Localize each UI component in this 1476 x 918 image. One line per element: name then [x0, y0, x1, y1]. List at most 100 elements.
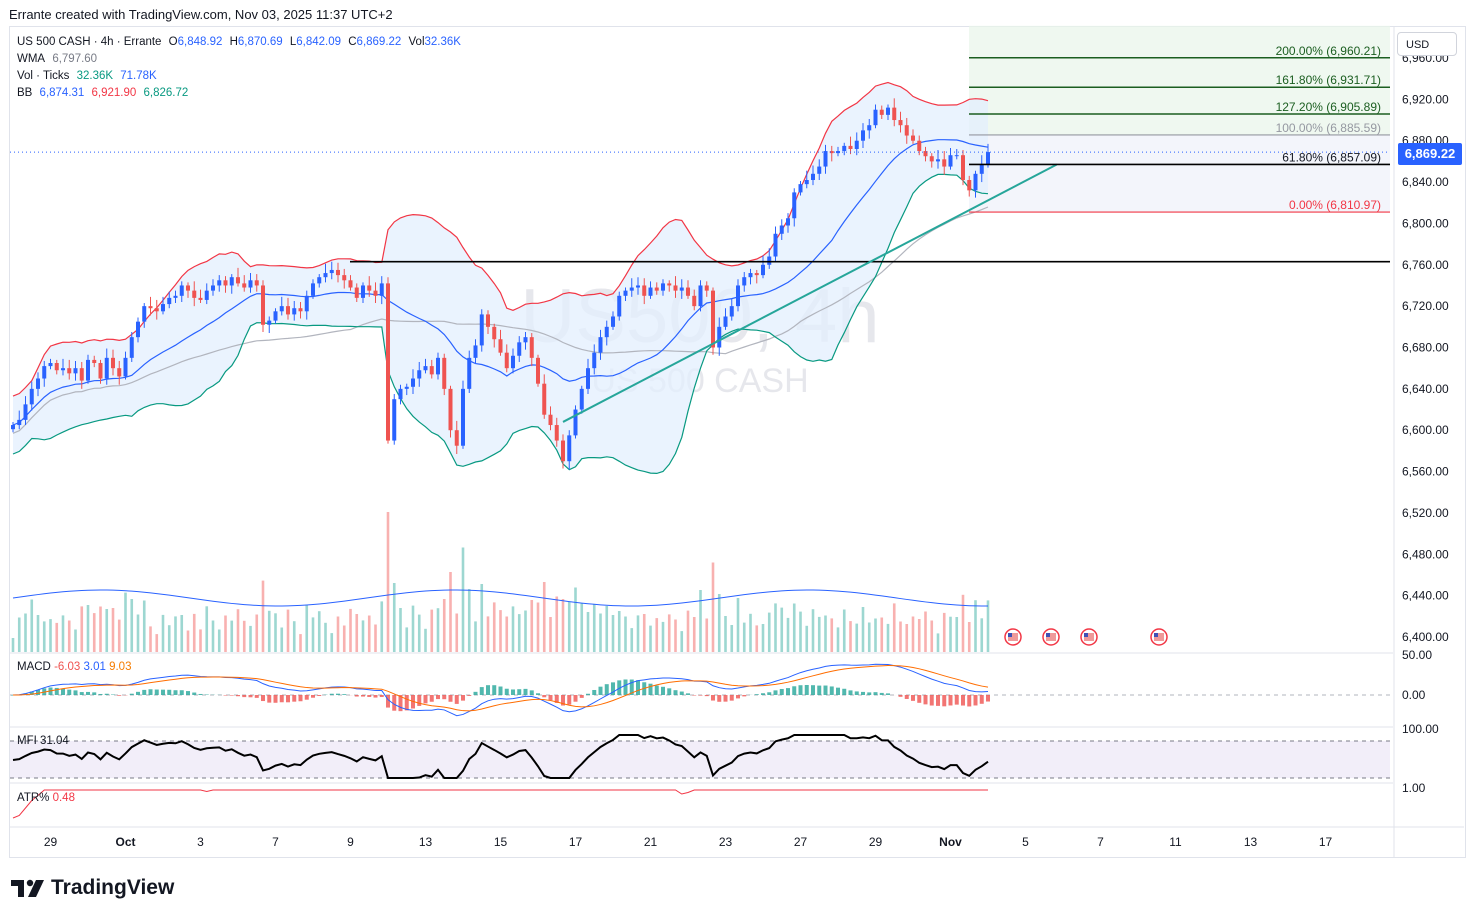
- volume-bar: [580, 603, 584, 652]
- tradingview-logo[interactable]: TradingView: [11, 876, 174, 900]
- legend-symbol[interactable]: US 500 CASH · 4h · Errante: [17, 36, 162, 48]
- volume-bar: [649, 625, 652, 652]
- macd-histogram-bar: [479, 687, 484, 695]
- candle: [761, 255, 765, 279]
- legend-row-wma: WMA 6,797.60: [17, 51, 465, 68]
- legend-bb-label[interactable]: BB: [17, 87, 33, 99]
- macd-histogram-bar: [98, 693, 103, 695]
- chart-frame[interactable]: [9, 26, 1466, 858]
- candle-body: [192, 290, 197, 298]
- macd-histogram-bar: [486, 685, 490, 695]
- volume-bar: [449, 572, 452, 652]
- macd-histogram-bar: [517, 689, 522, 695]
- legend-vol-label: Vol: [408, 36, 425, 48]
- macd-histogram-bar: [623, 679, 628, 695]
- candle-body: [211, 285, 215, 291]
- volume-bar: [217, 629, 221, 652]
- candle-body: [417, 370, 422, 379]
- macd-histogram-bar: [867, 692, 872, 695]
- candle: [861, 123, 865, 148]
- volume-bar: [917, 619, 921, 652]
- volume-bar: [655, 618, 659, 652]
- candle: [42, 360, 47, 387]
- candle-body: [811, 173, 815, 181]
- candle: [148, 296, 153, 316]
- volume-bar: [955, 617, 959, 652]
- candle-body: [767, 256, 772, 265]
- volume-bar: [892, 603, 896, 652]
- legend-low: 6,842.09: [296, 36, 342, 48]
- atr-line: [12, 789, 988, 819]
- candle-body: [492, 326, 497, 340]
- volume-bar: [17, 617, 21, 652]
- legend-ticks-label[interactable]: Vol · Ticks: [17, 70, 70, 82]
- volume-bar: [517, 614, 521, 652]
- volume-bar: [786, 617, 790, 652]
- candle: [617, 291, 622, 321]
- candle: [829, 145, 834, 162]
- legend-wma-label[interactable]: WMA: [17, 53, 46, 65]
- macd-histogram-bar: [954, 695, 959, 705]
- flag-canton: [1046, 633, 1050, 637]
- macd-histogram-bar: [861, 691, 865, 695]
- candle-body: [36, 378, 40, 389]
- candle-body: [261, 285, 265, 325]
- legend-bb-basis: 6,874.31: [39, 87, 85, 99]
- volume-bar: [436, 608, 440, 652]
- atr-label[interactable]: ATR%: [17, 792, 50, 804]
- candle: [204, 283, 209, 305]
- volume-bar: [586, 612, 590, 652]
- candle-body: [423, 366, 428, 371]
- candle-body: [486, 314, 490, 327]
- candle: [429, 359, 434, 379]
- macd-histogram-bar: [504, 688, 509, 695]
- currency-selector[interactable]: USD: [1397, 32, 1457, 56]
- volume-bar: [836, 627, 840, 652]
- volume-bar: [711, 562, 715, 652]
- macd-histogram-bar: [586, 693, 590, 695]
- fib-level-label: 127.20% (6,905.89): [1276, 100, 1381, 114]
- volume-bar: [880, 617, 884, 652]
- volume-bar: [674, 619, 677, 652]
- volume-bar: [49, 619, 52, 652]
- macd-histogram-bar: [461, 695, 465, 701]
- candle: [367, 276, 372, 297]
- candle: [954, 148, 959, 160]
- candle-body: [429, 366, 434, 375]
- candle-body: [111, 357, 115, 369]
- legend-bb-lower: 6,826.72: [143, 87, 189, 99]
- volume-bar: [30, 599, 34, 652]
- candle: [586, 358, 590, 395]
- time-axis-label: 9: [347, 835, 354, 849]
- candle-body: [892, 107, 897, 121]
- candle: [804, 170, 809, 189]
- macd-histogram-bar: [436, 695, 440, 700]
- macd-histogram-bar: [467, 695, 472, 696]
- macd-histogram-bar: [54, 687, 59, 695]
- candle-body: [398, 388, 403, 400]
- candle: [792, 188, 797, 227]
- candle: [873, 104, 878, 129]
- volume-bar: [486, 616, 490, 652]
- volume-bar: [124, 592, 127, 652]
- volume-bar: [605, 606, 609, 652]
- volume-bar: [367, 615, 371, 652]
- candle-body: [567, 435, 572, 462]
- candle: [342, 268, 347, 289]
- candle-body: [61, 368, 65, 371]
- macd-histogram-bar: [161, 689, 165, 695]
- candle: [629, 278, 634, 297]
- mfi-label[interactable]: MFI: [17, 735, 37, 747]
- candle: [23, 396, 28, 426]
- atr-value: 0.48: [52, 792, 75, 804]
- macd-label[interactable]: MACD: [17, 661, 51, 673]
- macd-histogram-bar: [879, 692, 884, 695]
- volume-bar: [817, 616, 821, 652]
- volume-bar: [174, 616, 177, 652]
- candle-body: [911, 135, 915, 141]
- candle: [979, 155, 984, 183]
- candle: [11, 421, 15, 433]
- macd-histogram-bar: [529, 690, 534, 695]
- macd-histogram-bar: [592, 689, 597, 695]
